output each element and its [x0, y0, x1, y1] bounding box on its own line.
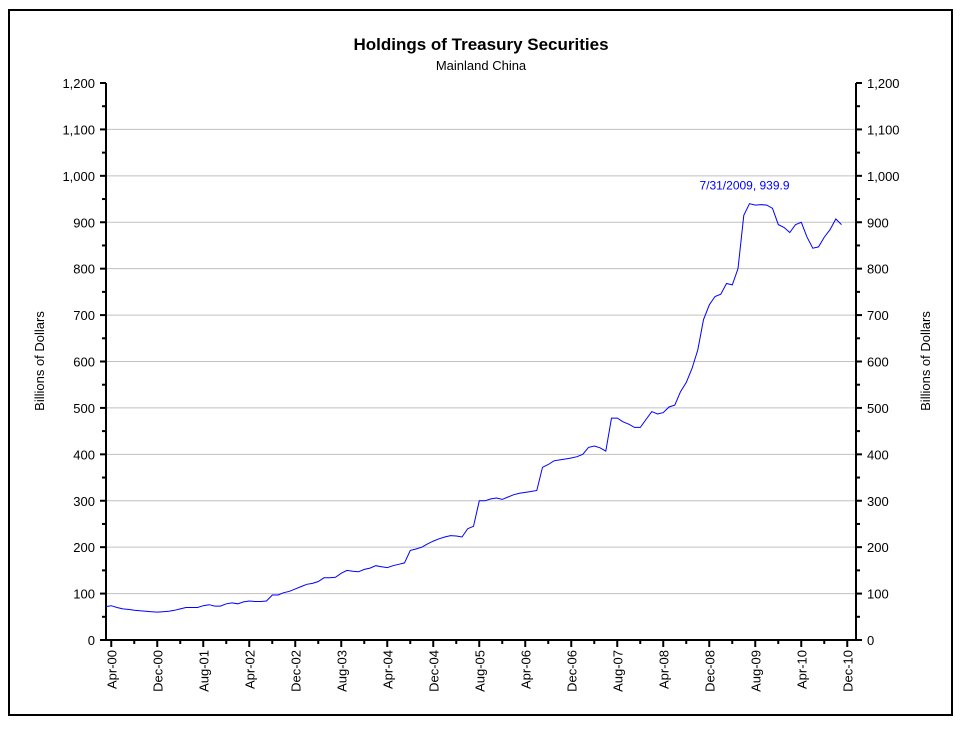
y-tick-label-right: 1,200 — [867, 76, 900, 91]
y-tick-label-left: 1,200 — [62, 76, 95, 91]
x-tick-label: Dec-08 — [702, 650, 717, 692]
x-tick-label: Apr-10 — [794, 650, 809, 689]
x-tick-label: Apr-06 — [518, 650, 533, 689]
x-tick-label: Apr-02 — [242, 650, 257, 689]
y-tick-label-right: 1,100 — [867, 122, 900, 137]
y-tick-label-right: 400 — [867, 447, 889, 462]
y-tick-label-right: 0 — [867, 633, 874, 648]
y-tick-label-left: 0 — [88, 633, 95, 648]
x-tick-label: Aug-09 — [748, 650, 763, 692]
x-tick-label: Apr-08 — [656, 650, 671, 689]
x-tick-label: Aug-03 — [334, 650, 349, 692]
y-tick-label-left: 1,100 — [62, 122, 95, 137]
series-line — [105, 203, 842, 613]
x-tick-label: Aug-07 — [610, 650, 625, 692]
y-tick-label-right: 1,000 — [867, 169, 900, 184]
x-tick-label: Apr-00 — [104, 650, 119, 689]
chart-frame — [8, 9, 953, 716]
y-axis-label-right: Billions of Dollars — [918, 311, 933, 411]
x-tick-label: Dec-00 — [150, 650, 165, 692]
x-tick-label: Dec-02 — [288, 650, 303, 692]
y-tick-label-right: 600 — [867, 355, 889, 370]
y-tick-label-left: 800 — [73, 262, 95, 277]
y-tick-label-right: 200 — [867, 540, 889, 555]
y-tick-label-right: 700 — [867, 308, 889, 323]
x-tick-label: Dec-04 — [426, 650, 441, 692]
y-tick-label-right: 100 — [867, 587, 889, 602]
y-tick-label-left: 100 — [73, 587, 95, 602]
chart-title: Holdings of Treasury Securities — [353, 35, 608, 54]
y-tick-label-right: 500 — [867, 401, 889, 416]
y-tick-label-left: 1,000 — [62, 169, 95, 184]
y-tick-label-left: 700 — [73, 308, 95, 323]
x-tick-label: Dec-10 — [840, 650, 855, 692]
x-tick-label: Dec-06 — [564, 650, 579, 692]
y-tick-label-left: 300 — [73, 494, 95, 509]
x-tick-label: Aug-01 — [196, 650, 211, 692]
y-tick-label-left: 200 — [73, 540, 95, 555]
y-tick-label-right: 800 — [867, 262, 889, 277]
y-tick-label-right: 300 — [867, 494, 889, 509]
chart-subtitle: Mainland China — [436, 58, 527, 73]
y-tick-label-left: 500 — [73, 401, 95, 416]
x-tick-label: Apr-04 — [380, 650, 395, 689]
y-axis-label-left: Billions of Dollars — [32, 311, 47, 411]
y-tick-label-left: 400 — [73, 447, 95, 462]
x-tick-label: Aug-05 — [472, 650, 487, 692]
y-tick-label-right: 900 — [867, 215, 889, 230]
y-tick-label-left: 900 — [73, 215, 95, 230]
peak-annotation: 7/31/2009, 939.9 — [699, 179, 789, 193]
y-tick-label-left: 600 — [73, 355, 95, 370]
